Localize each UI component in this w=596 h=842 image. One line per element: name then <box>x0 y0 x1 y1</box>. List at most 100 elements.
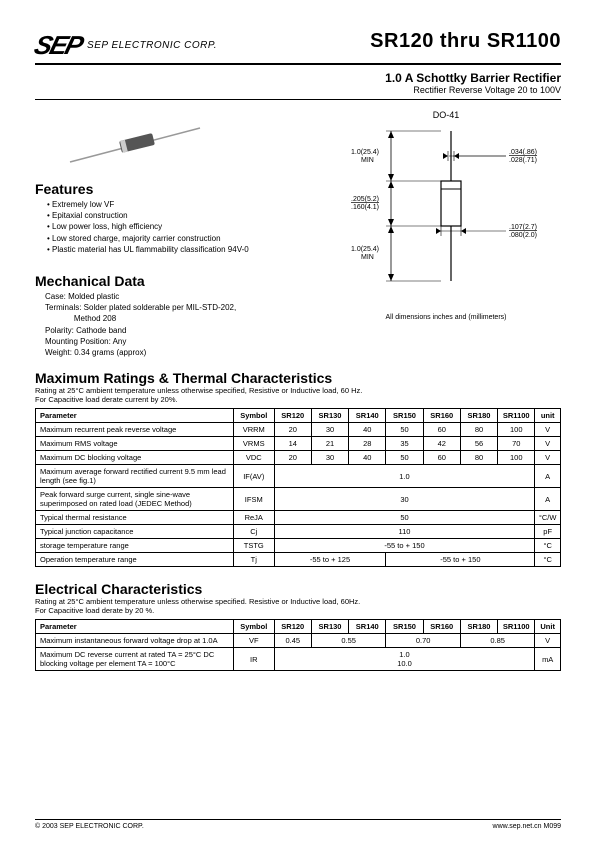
value-cell: -55 to + 150 <box>274 539 535 553</box>
symbol-cell: ReJA <box>233 511 274 525</box>
mechanical-heading: Mechanical Data <box>35 273 321 289</box>
table-header: SR120 <box>274 409 311 423</box>
dimension-note: All dimensions inches and (millimeters) <box>331 314 561 321</box>
symbol-cell: VF <box>233 634 274 648</box>
param-cell: Maximum recurrent peak reverse voltage <box>36 423 234 437</box>
electrical-table: ParameterSymbolSR120SR130SR140SR150SR160… <box>35 619 561 671</box>
value-cell: 40 <box>349 451 386 465</box>
ratings-header-row: ParameterSymbolSR120SR130SR140SR150SR160… <box>36 409 561 423</box>
electrical-heading: Electrical Characteristics <box>35 581 561 597</box>
title-block: SR120 thru SR1100 <box>370 30 561 53</box>
param-cell: Maximum DC blocking voltage <box>36 451 234 465</box>
value-cell: 20 <box>274 451 311 465</box>
package-label: DO-41 <box>331 110 561 120</box>
value-cell: -55 to + 125 <box>274 553 386 567</box>
value-cell: 30 <box>311 423 348 437</box>
param-cell: Maximum RMS voltage <box>36 437 234 451</box>
param-cell: Typical junction capacitance <box>36 525 234 539</box>
ratings-body: Maximum recurrent peak reverse voltageVR… <box>36 423 561 567</box>
symbol-cell: IFSM <box>233 488 274 511</box>
table-header: SR140 <box>349 620 386 634</box>
feature-item: Epitaxial construction <box>47 210 321 221</box>
value-cell: 60 <box>423 423 460 437</box>
electrical-body: Maximum instantaneous forward voltage dr… <box>36 634 561 671</box>
value-cell: 0.45 <box>274 634 311 648</box>
unit-cell: V <box>535 634 561 648</box>
ratings-table: ParameterSymbolSR120SR130SR140SR150SR160… <box>35 408 561 567</box>
value-cell: 30 <box>274 488 535 511</box>
table-header: Parameter <box>36 409 234 423</box>
svg-text:.160(4.1): .160(4.1) <box>351 204 379 211</box>
table-row: Maximum DC reverse current at rated TA =… <box>36 648 561 671</box>
value-cell: 20 <box>274 423 311 437</box>
value-cell: 0.55 <box>311 634 386 648</box>
param-cell: Typical thermal resistance <box>36 511 234 525</box>
table-row: Maximum RMS voltageVRMS14212835425670V <box>36 437 561 451</box>
svg-text:1.0(25.4): 1.0(25.4) <box>351 149 379 156</box>
value-cell: 100 <box>498 423 535 437</box>
param-cell: Operation temperature range <box>36 553 234 567</box>
ratings-heading: Maximum Ratings & Thermal Characteristic… <box>35 370 561 386</box>
mechanical-line: Polarity: Cathode band <box>45 325 321 336</box>
symbol-cell: Tj <box>233 553 274 567</box>
svg-text:.205(5.2): .205(5.2) <box>351 196 379 203</box>
unit-cell: °C/W <box>535 511 561 525</box>
value-cell: 80 <box>460 423 497 437</box>
table-header: SR180 <box>460 409 497 423</box>
table-header: SR180 <box>460 620 497 634</box>
table-header: Unit <box>535 620 561 634</box>
feature-item: Extremely low VF <box>47 199 321 210</box>
unit-cell: °C <box>535 553 561 567</box>
unit-cell: V <box>535 451 561 465</box>
value-cell: 40 <box>349 423 386 437</box>
right-column: DO-41 1.0(25.4) MIN .205(5.2) .160(4.1) … <box>331 110 561 358</box>
table-header: Symbol <box>233 620 274 634</box>
main-title: SR120 thru SR1100 <box>370 30 561 53</box>
unit-cell: A <box>535 488 561 511</box>
table-header: SR140 <box>349 409 386 423</box>
value-cell: 50 <box>386 423 423 437</box>
features-heading: Features <box>35 181 321 197</box>
symbol-cell: TSTG <box>233 539 274 553</box>
svg-text:.080(2.0): .080(2.0) <box>509 232 537 239</box>
unit-cell: °C <box>535 539 561 553</box>
unit-cell: A <box>535 465 561 488</box>
param-cell: Maximum instantaneous forward voltage dr… <box>36 634 234 648</box>
table-header: SR160 <box>423 409 460 423</box>
electrical-header-row: ParameterSymbolSR120SR130SR140SR150SR160… <box>36 620 561 634</box>
package-drawing: 1.0(25.4) MIN .205(5.2) .160(4.1) 1.0(25… <box>341 126 551 306</box>
header: SEP SEP ELECTRONIC CORP. SR120 thru SR11… <box>35 30 561 65</box>
value-cell: 30 <box>311 451 348 465</box>
symbol-cell: VRMS <box>233 437 274 451</box>
value-cell: 50 <box>274 511 535 525</box>
value-cell: 100 <box>498 451 535 465</box>
mechanical-line: Terminals: Solder plated solderable per … <box>45 302 321 313</box>
logo-block: SEP SEP ELECTRONIC CORP. <box>35 30 217 61</box>
footer-left: © 2003 SEP ELECTRONIC CORP. <box>35 823 144 830</box>
value-cell: 0.85 <box>460 634 535 648</box>
table-row: Peak forward surge current, single sine-… <box>36 488 561 511</box>
value-cell: 1.0 <box>274 465 535 488</box>
table-row: Typical junction capacitanceCj110pF <box>36 525 561 539</box>
table-header: Symbol <box>233 409 274 423</box>
footer: © 2003 SEP ELECTRONIC CORP. www.sep.net.… <box>35 819 561 830</box>
value-cell: 0.70 <box>386 634 461 648</box>
feature-item: Plastic material has UL flammability cla… <box>47 244 321 255</box>
param-cell: Maximum DC reverse current at rated TA =… <box>36 648 234 671</box>
table-header: SR130 <box>311 409 348 423</box>
mechanical-text: Case: Molded plasticTerminals: Solder pl… <box>35 291 321 358</box>
table-header: SR160 <box>423 620 460 634</box>
svg-text:.107(2.7): .107(2.7) <box>509 224 537 231</box>
upper-content: Features Extremely low VFEpitaxial const… <box>35 110 561 358</box>
unit-cell: V <box>535 437 561 451</box>
logo-text: SEP <box>31 30 85 61</box>
table-row: Maximum DC blocking voltageVDC2030405060… <box>36 451 561 465</box>
value-cell: 1.0 10.0 <box>274 648 535 671</box>
value-cell: 50 <box>386 451 423 465</box>
svg-text:MIN: MIN <box>361 254 374 261</box>
svg-text:.028(.71): .028(.71) <box>509 157 537 164</box>
diode-illustration <box>65 120 321 175</box>
corp-name: SEP ELECTRONIC CORP. <box>87 40 217 51</box>
unit-cell: pF <box>535 525 561 539</box>
footer-right: www.sep.net.cn M099 <box>493 823 561 830</box>
